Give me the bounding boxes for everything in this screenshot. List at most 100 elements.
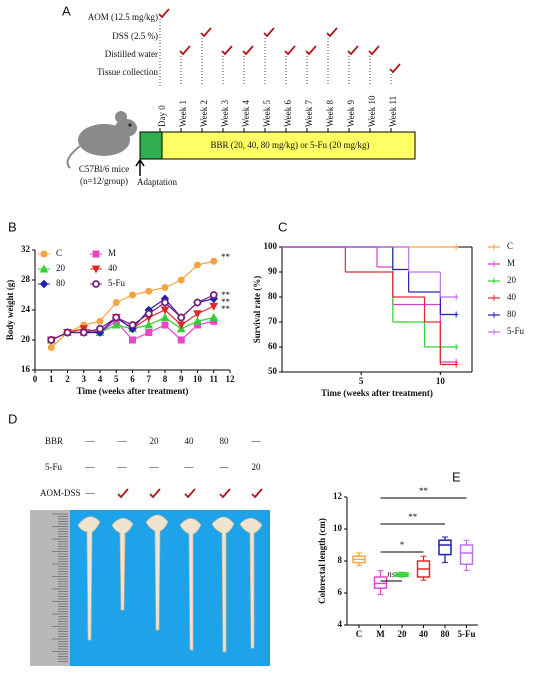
marker	[209, 312, 219, 321]
ruler	[30, 510, 70, 666]
marker	[96, 317, 104, 325]
annotation: **	[221, 297, 231, 307]
series-line	[50, 260, 214, 348]
significance-label: **	[408, 512, 418, 522]
legend-label: 5-Fu	[507, 326, 525, 336]
marker	[129, 336, 136, 344]
arrow	[135, 158, 145, 176]
legend-label: 80	[56, 278, 66, 288]
timeline-label: Week 5	[262, 99, 272, 127]
x-axis-title: Time (weeks after treatment)	[77, 386, 189, 396]
x-tick-label: 20	[398, 629, 408, 639]
cell: —	[219, 462, 230, 472]
marker	[112, 313, 121, 322]
cell: —	[117, 462, 128, 472]
adaptation-label: Adaptation	[137, 177, 177, 187]
check-mark	[305, 45, 317, 56]
check-mark	[149, 488, 161, 499]
marker	[210, 257, 218, 265]
x-tick-label: 11	[209, 374, 218, 384]
check-mark	[200, 27, 212, 38]
y-tick-label: 70	[268, 316, 278, 326]
marker	[176, 321, 186, 330]
marker	[96, 324, 104, 333]
mouse-icon	[66, 111, 137, 169]
check-mark	[158, 8, 170, 19]
legend-label: C	[507, 241, 513, 251]
x-tick-label: 1	[49, 374, 54, 384]
annotation: **	[221, 304, 231, 314]
check-mark	[284, 45, 296, 56]
row-label: 5-Fu	[45, 462, 63, 472]
schedule-label: DSS (2.5 %)	[112, 31, 158, 41]
schedule-label: Tissue collection	[97, 67, 158, 77]
check-mark	[179, 45, 191, 56]
row-label: AOM-DSS	[40, 488, 81, 498]
legend-label: M	[108, 248, 116, 258]
check-mark	[389, 63, 401, 74]
timeline-label: Week 2	[199, 100, 209, 127]
y-axis-title: Colorectal length (cm)	[317, 518, 327, 604]
y-tick-label: 20	[21, 334, 31, 344]
marker	[39, 279, 49, 289]
marker	[47, 344, 55, 351]
annotation: **	[221, 252, 231, 262]
marker	[160, 306, 170, 315]
marker	[193, 298, 202, 307]
x-tick-label: 8	[163, 374, 168, 384]
y-tick-label: 28	[21, 274, 31, 284]
x-tick-label: 2	[65, 374, 70, 384]
x-tick-label: 7	[147, 374, 152, 384]
treatment-bar	[161, 131, 416, 160]
marker	[39, 264, 49, 273]
marker	[129, 291, 136, 299]
x-tick-label: 40	[419, 629, 429, 639]
marker	[161, 298, 169, 307]
marker	[145, 329, 153, 336]
check-mark	[263, 27, 275, 38]
y-axis-title: Body weight (g)	[5, 280, 15, 341]
y-tick-label: 16	[21, 364, 31, 374]
marker	[128, 321, 137, 329]
check-mark	[326, 27, 338, 38]
cell: —	[85, 436, 96, 446]
y-tick-label: 90	[268, 266, 278, 276]
marker	[79, 328, 88, 337]
cell: —	[85, 462, 96, 472]
check-mark	[221, 45, 233, 56]
x-axis-title: Time (weeks after treatment)	[321, 388, 433, 398]
cell: —	[117, 436, 128, 446]
cell: 40	[185, 436, 195, 446]
adaptation-bar	[139, 131, 163, 160]
x-tick-label: 0	[33, 374, 38, 384]
marker	[177, 276, 185, 284]
ruler-ticks	[52, 513, 68, 662]
treatment-label: BBR (20, 40, 80 mg/kg) or 5-Fu (20 mg/kg…	[211, 140, 370, 150]
timeline-label: Week 7	[304, 99, 314, 127]
box	[459, 544, 474, 565]
x-tick-label: 5-Fu	[458, 629, 476, 639]
marker	[193, 316, 202, 325]
cell: 20	[252, 462, 262, 472]
panel-letter: B	[8, 219, 17, 234]
legend-label: 80	[507, 309, 517, 319]
marker	[161, 284, 169, 291]
row-label: BBR	[45, 436, 63, 446]
check-mark	[368, 45, 380, 56]
marker	[144, 320, 154, 329]
x-tick-label: C	[356, 629, 363, 639]
timeline-label: Week 8	[325, 99, 335, 127]
marker	[209, 291, 218, 299]
legend-label: M	[507, 258, 515, 268]
timeline-label: Week 11	[388, 96, 398, 127]
marker	[63, 328, 72, 337]
panel-letter: A	[62, 3, 71, 18]
check-mark	[117, 488, 129, 499]
cell: 20	[150, 436, 160, 446]
marker	[193, 310, 202, 319]
x-tick-label: 5	[114, 374, 119, 384]
legend-label: 40	[507, 292, 517, 302]
cell: —	[184, 462, 195, 472]
y-tick-label: 50	[268, 366, 278, 376]
x-tick-label: M	[376, 629, 385, 639]
